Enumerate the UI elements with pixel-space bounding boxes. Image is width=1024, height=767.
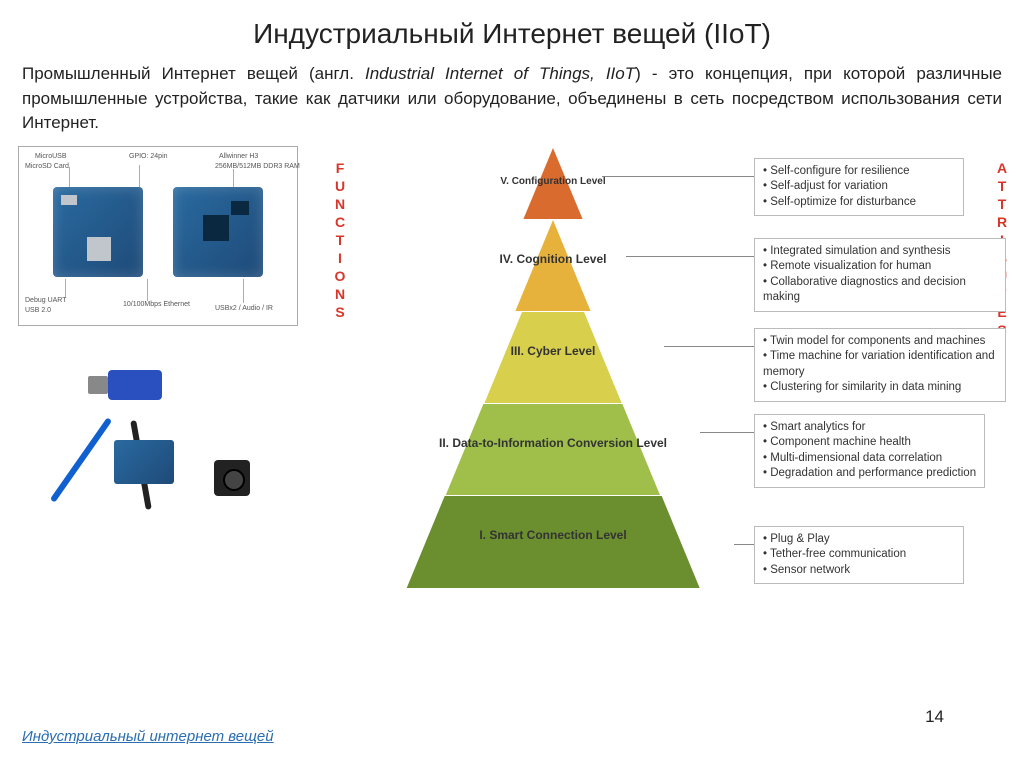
- lead-line: [233, 169, 234, 187]
- pyramid-layer-label: II. Data-to-Information Conversion Level: [403, 436, 703, 450]
- page-title: Индустриальный Интернет вещей (IIoT): [0, 0, 1024, 62]
- attributes-box: Smart analytics forComponent machine hea…: [754, 414, 985, 488]
- lead-line: [243, 279, 244, 303]
- attribute-item: Plug & Play: [763, 532, 955, 548]
- connector-line: [734, 544, 754, 546]
- camera-module-icon: [214, 460, 250, 496]
- attribute-item: Smart analytics for: [763, 420, 976, 436]
- attributes-box: Plug & PlayTether-free communicationSens…: [754, 526, 964, 585]
- label-eth: 10/100Mbps Ethernet: [123, 301, 190, 308]
- label-usbx2: USBx2 / Audio / IR: [215, 305, 273, 312]
- cable-blue: [50, 417, 112, 502]
- footer-link[interactable]: Индустриальный интернет вещей: [22, 728, 274, 745]
- connector-line: [700, 432, 754, 434]
- label-ddr: 256MB/512MB DDR3 RAM: [215, 163, 300, 170]
- attribute-item: Self-configure for resilience: [763, 164, 955, 180]
- lead-line: [139, 165, 140, 187]
- lead-line: [65, 279, 66, 297]
- connector-line: [664, 346, 754, 348]
- intro-paragraph: Промышленный Интернет вещей (англ. Indus…: [0, 62, 1024, 146]
- mini-board-icon: [114, 440, 174, 484]
- attribute-item: Degradation and performance prediction: [763, 466, 976, 482]
- pyramid-layer-label: V. Configuration Level: [403, 176, 703, 188]
- sbc-board-figure: MicroUSB MicroSD Card GPIO: 24pin Allwin…: [18, 146, 298, 326]
- attribute-item: Self-optimize for disturbance: [763, 195, 955, 211]
- attribute-item: Self-adjust for variation: [763, 179, 955, 195]
- pyramid-layer-label: III. Cyber Level: [403, 344, 703, 358]
- attributes-box: Integrated simulation and synthesisRemot…: [754, 238, 1006, 312]
- right-column: FUNCTIONS ATTRIBUTES V. Configuration Le…: [334, 146, 1006, 606]
- label-microsd: MicroSD Card: [25, 163, 69, 170]
- attributes-box: Self-configure for resilienceSelf-adjust…: [754, 158, 964, 217]
- attribute-item: Tether-free communication: [763, 547, 955, 563]
- attribute-item: Clustering for similarity in data mining: [763, 380, 997, 396]
- lead-line: [69, 167, 70, 187]
- attributes-box: Twin model for components and machinesTi…: [754, 328, 1006, 402]
- attribute-item: Multi-dimensional data correlation: [763, 451, 976, 467]
- attribute-item: Time machine for variation identificatio…: [763, 349, 997, 380]
- label-allwinner: Allwinner H3: [219, 153, 258, 160]
- attribute-item: Twin model for components and machines: [763, 334, 997, 350]
- peripheral-figure: [18, 350, 298, 550]
- label-gpio: GPIO: 24pin: [129, 153, 168, 160]
- label-usb20: USB 2.0: [25, 307, 51, 314]
- pyramid-diagram: V. Configuration Level IV. Cognition Leve…: [368, 148, 738, 588]
- label-microusb: MicroUSB: [35, 153, 67, 160]
- board-back: [173, 187, 263, 277]
- connector-line: [626, 256, 754, 258]
- pyramid-layer-label: I. Smart Connection Level: [403, 528, 703, 542]
- connector-line: [602, 176, 754, 178]
- content-row: MicroUSB MicroSD Card GPIO: 24pin Allwin…: [0, 146, 1024, 606]
- attribute-item: Collaborative diagnostics and decision m…: [763, 275, 997, 306]
- functions-label: FUNCTIONS: [332, 160, 348, 322]
- board-front: [53, 187, 143, 277]
- intro-emphasis: Industrial Internet of Things, IIoT: [365, 64, 635, 83]
- pyramid-layer-label: IV. Cognition Level: [403, 252, 703, 266]
- attribute-item: Component machine health: [763, 435, 976, 451]
- label-debuguart: Debug UART: [25, 297, 67, 304]
- attribute-item: Remote visualization for human: [763, 259, 997, 275]
- attribute-item: Integrated simulation and synthesis: [763, 244, 997, 260]
- lead-line: [147, 279, 148, 301]
- page-number: 14: [925, 707, 944, 727]
- left-column: MicroUSB MicroSD Card GPIO: 24pin Allwin…: [18, 146, 318, 606]
- intro-pre: Промышленный Интернет вещей (англ.: [22, 64, 365, 83]
- attribute-item: Sensor network: [763, 563, 955, 579]
- vga-connector-icon: [108, 370, 162, 400]
